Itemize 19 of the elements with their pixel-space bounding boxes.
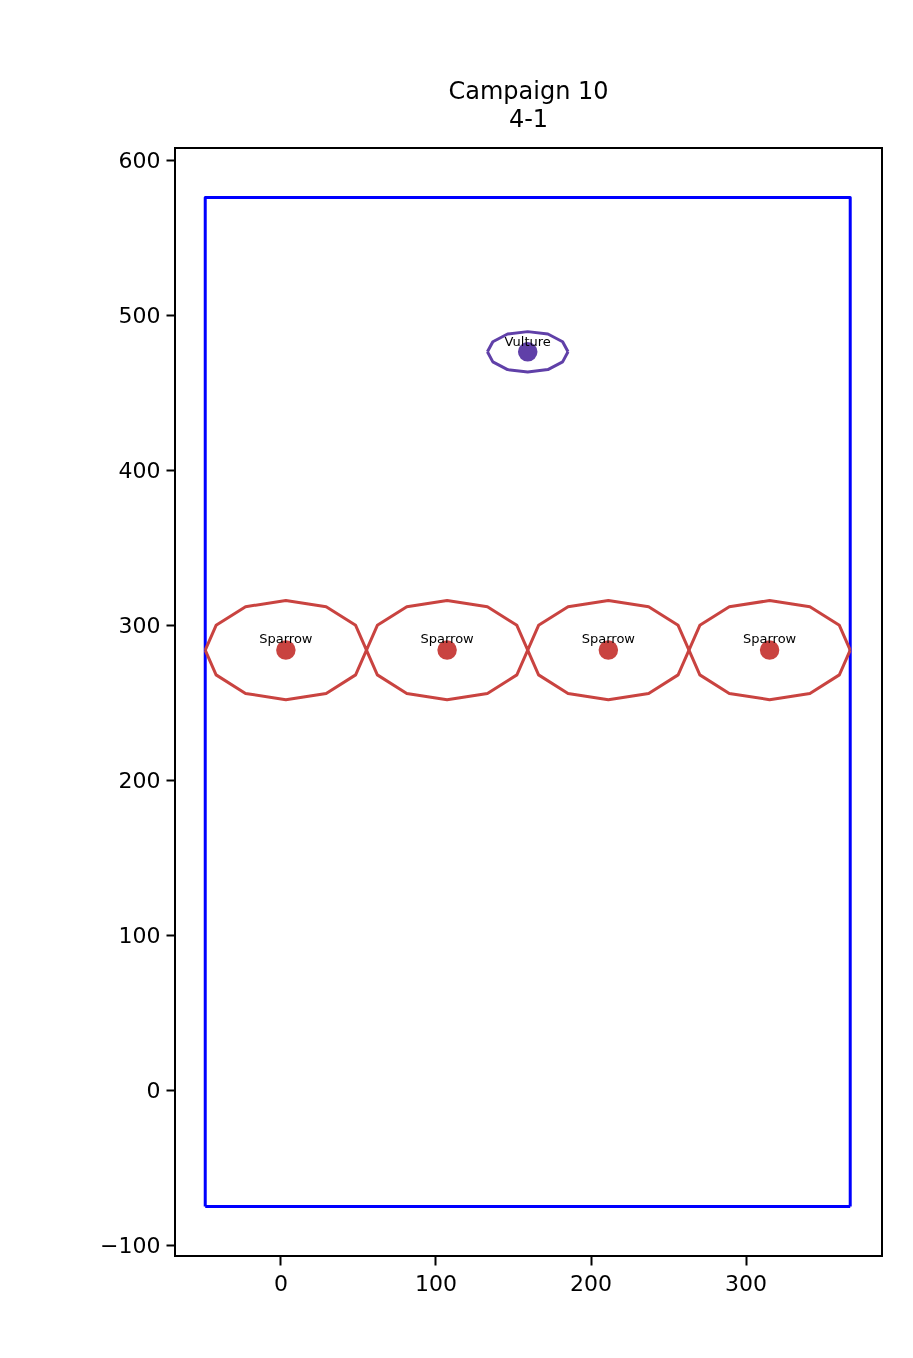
chart-subtitle: 4-1 [508, 105, 549, 133]
x-tick-label: 200 [570, 1270, 613, 1296]
y-tick-label: 600 [118, 147, 161, 173]
y-tick-label: 200 [118, 767, 161, 793]
y-tick-label: 500 [118, 302, 161, 328]
annotation: Sparrow [420, 631, 475, 647]
y-tick-label: 400 [118, 457, 161, 483]
y-tick-label: −100 [100, 1232, 161, 1258]
x-tick-label: 0 [273, 1270, 288, 1296]
annotation: Vulture [504, 333, 551, 349]
y-tick-label: 300 [118, 612, 161, 638]
annotation: Sparrow [742, 631, 797, 647]
x-tick-label: 300 [725, 1270, 768, 1296]
x-tick-label: 100 [414, 1270, 457, 1296]
y-tick-label: 0 [146, 1077, 161, 1103]
annotation: Sparrow [581, 631, 636, 647]
chart-title: Campaign 10 [448, 77, 609, 105]
y-tick-label: 100 [118, 922, 161, 948]
annotation: Sparrow [259, 631, 313, 647]
